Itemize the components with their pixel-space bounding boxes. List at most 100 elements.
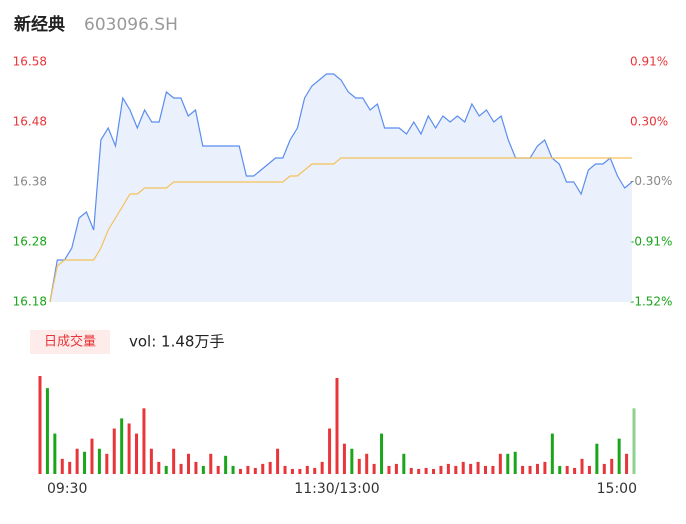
volume-bar	[53, 433, 57, 474]
volume-bar	[602, 463, 606, 474]
stock-name: 新经典	[14, 14, 65, 35]
volume-bar	[172, 448, 176, 474]
volume-summary: vol: 1.48万手	[129, 333, 224, 351]
volume-bar	[365, 453, 369, 474]
volume-bar	[491, 465, 495, 474]
volume-bar	[290, 468, 294, 474]
volume-bar	[558, 465, 562, 474]
volume-bar	[283, 465, 287, 474]
volume-bar	[439, 465, 443, 474]
y-tick-label: 16.48	[13, 115, 47, 129]
volume-bar	[424, 467, 428, 474]
volume-bar	[224, 455, 228, 474]
volume-bar	[506, 453, 510, 474]
volume-bar	[498, 453, 502, 474]
volume-bar	[380, 433, 384, 474]
volume-bar	[342, 443, 346, 474]
volume-bar	[60, 458, 64, 474]
volume-bar	[97, 448, 101, 474]
volume-bar	[535, 463, 539, 474]
volume-bar	[105, 453, 109, 474]
volume-bar	[417, 468, 421, 474]
volume-bar	[632, 408, 636, 474]
volume-bar	[268, 461, 272, 474]
volume-bar	[595, 443, 599, 474]
volume-bar	[112, 428, 116, 474]
volume-bar	[454, 465, 458, 474]
volume-bar	[157, 461, 161, 474]
volume-bar	[305, 465, 309, 474]
volume-bar	[484, 465, 487, 474]
y2-tick-label: -0.91%	[630, 234, 672, 248]
volume-bar	[409, 467, 413, 474]
y-tick-label: 16.18	[13, 295, 47, 309]
legend-label: 日成交量	[44, 334, 96, 350]
volume-bar	[387, 465, 391, 474]
volume-bar	[469, 463, 473, 474]
y2-tick-label: -1.52%	[630, 295, 672, 309]
volume-bar	[521, 465, 525, 474]
y2-tick-label: -0.30%	[630, 174, 672, 188]
volume-bar	[246, 465, 250, 474]
volume-bar	[513, 451, 517, 474]
x-tick-label: 11:30/13:00	[294, 481, 379, 497]
y-tick-label: 16.58	[13, 55, 47, 69]
volume-bar	[231, 465, 235, 474]
volume-bar	[394, 463, 398, 474]
volume-bar	[83, 451, 87, 474]
volume-bar	[68, 461, 72, 474]
volume-bar	[565, 465, 569, 474]
volume-bar	[298, 468, 302, 474]
volume-bar	[135, 433, 139, 474]
y2-tick-label: 0.91%	[630, 55, 668, 69]
volume-bar	[372, 463, 376, 474]
volume-bar	[120, 418, 124, 474]
volume-bar	[617, 438, 621, 474]
volume-bar	[432, 468, 436, 474]
volume-bar	[127, 423, 131, 474]
volume-bar	[402, 453, 406, 474]
volume-bar	[625, 453, 629, 474]
series-line	[49, 157, 632, 303]
volume-bar	[350, 448, 354, 474]
volume-bar	[610, 458, 614, 474]
x-tick-label: 09:30	[47, 481, 87, 497]
volume-bar	[164, 465, 168, 474]
volume-bar	[313, 467, 317, 474]
volume-bar	[179, 463, 183, 474]
y-tick-label: 16.28	[13, 235, 47, 249]
volume-bar	[261, 463, 265, 474]
volume-bar	[45, 388, 49, 474]
volume-bar	[90, 438, 94, 474]
volume-bar	[194, 461, 198, 474]
price-area	[50, 74, 632, 302]
volume-bar	[573, 467, 577, 474]
volume-bar	[461, 461, 465, 474]
volume-bar	[238, 468, 242, 474]
stock-code: 603096.SH	[84, 15, 178, 35]
volume-bar	[580, 458, 584, 474]
y-tick-label: 16.38	[13, 175, 47, 189]
volume-bar	[446, 463, 450, 474]
volume-bar	[476, 461, 480, 474]
volume-bar	[38, 376, 42, 474]
volume-bar	[75, 448, 79, 474]
volume-bar	[543, 461, 547, 474]
volume-bar	[276, 448, 280, 474]
volume-bar	[253, 467, 257, 474]
volume-bar	[550, 433, 554, 474]
series-line	[49, 73, 633, 303]
volume-bar	[142, 408, 146, 474]
volume-bar	[216, 465, 220, 474]
y2-tick-label: 0.30%	[630, 115, 668, 129]
x-tick-label: 15:00	[597, 481, 637, 497]
volume-bar	[187, 453, 190, 474]
volume-bar	[528, 465, 532, 474]
volume-bar	[335, 378, 339, 474]
volume-bar	[357, 458, 361, 474]
volume-bar	[209, 453, 213, 474]
legend-box	[30, 330, 110, 354]
volume-bar	[149, 448, 153, 474]
volume-bar	[201, 465, 205, 474]
